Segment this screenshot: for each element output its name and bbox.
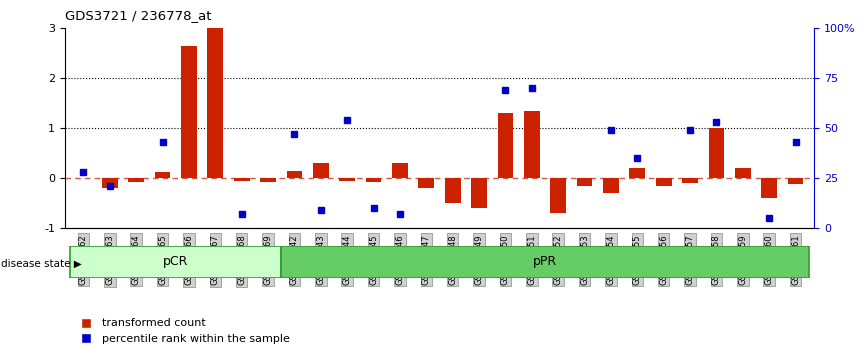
Text: disease state ▶: disease state ▶ xyxy=(1,259,81,269)
Bar xyxy=(603,178,619,193)
Bar xyxy=(392,163,408,178)
Bar xyxy=(471,178,487,208)
Bar xyxy=(735,169,751,178)
Text: GDS3721 / 236778_at: GDS3721 / 236778_at xyxy=(65,9,211,22)
Bar xyxy=(339,178,355,181)
Bar xyxy=(418,178,434,188)
Bar xyxy=(365,178,381,182)
Bar xyxy=(524,111,540,178)
Bar xyxy=(708,129,724,178)
Legend: transformed count, percentile rank within the sample: transformed count, percentile rank withi… xyxy=(70,314,294,348)
Bar xyxy=(761,178,777,198)
Bar xyxy=(498,113,514,178)
Bar xyxy=(313,163,329,178)
Bar xyxy=(682,178,698,183)
Bar xyxy=(207,28,223,178)
Bar xyxy=(260,178,276,182)
Bar xyxy=(656,178,672,186)
Bar xyxy=(445,178,461,203)
Bar xyxy=(70,246,281,278)
Bar xyxy=(550,178,566,213)
Bar xyxy=(281,246,809,278)
Bar xyxy=(128,178,144,182)
Bar xyxy=(102,178,118,188)
Text: pCR: pCR xyxy=(163,256,189,268)
Bar xyxy=(234,178,249,181)
Bar xyxy=(577,178,592,186)
Bar xyxy=(788,178,804,184)
Bar xyxy=(630,169,645,178)
Text: pPR: pPR xyxy=(533,256,557,268)
Bar xyxy=(155,172,171,178)
Bar xyxy=(287,171,302,178)
Bar xyxy=(181,46,197,178)
